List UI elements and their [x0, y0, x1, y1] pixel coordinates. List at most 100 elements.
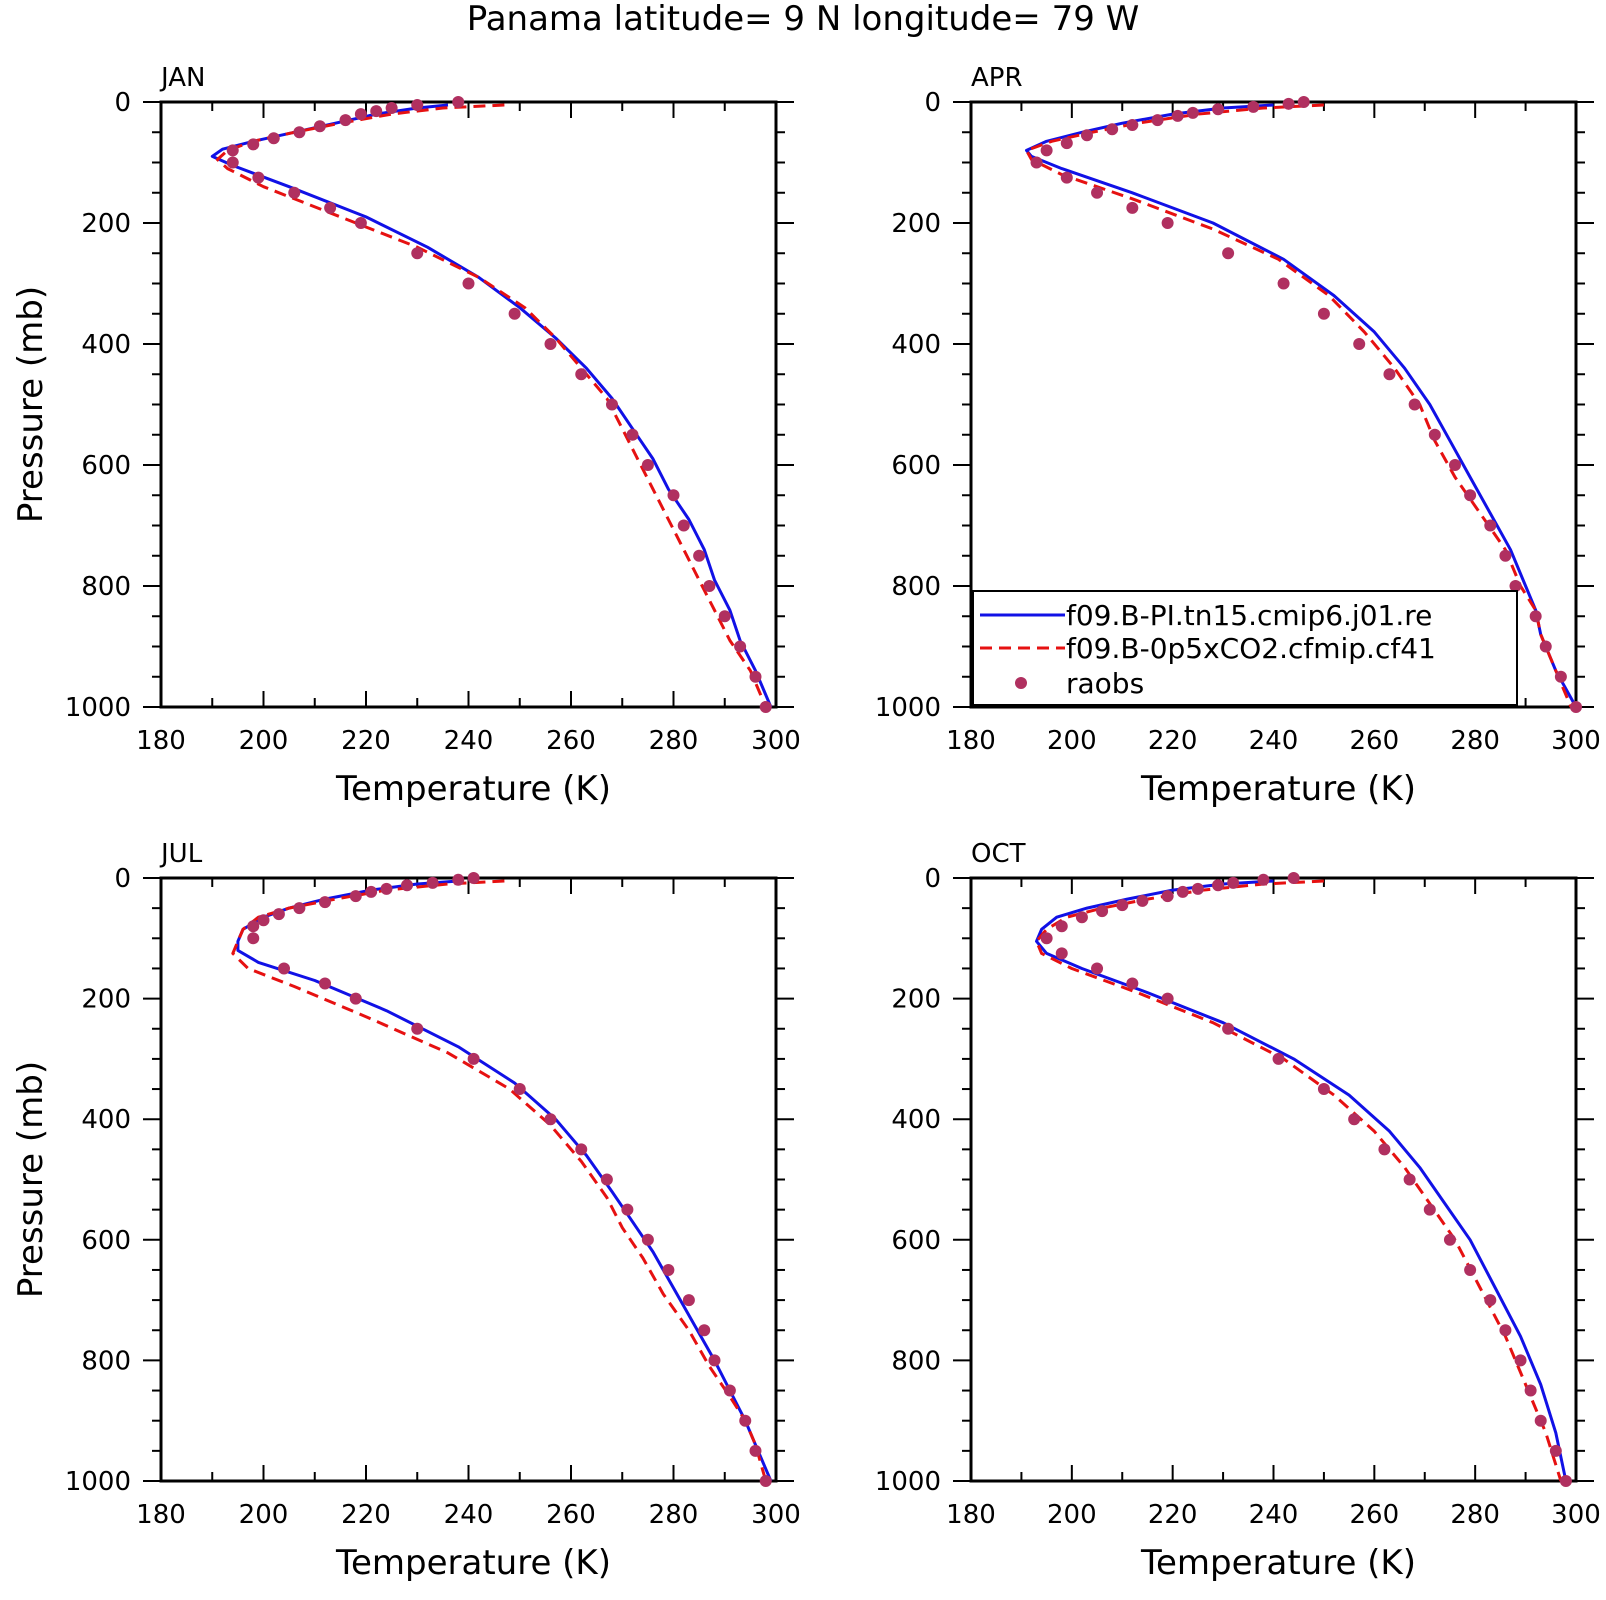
raobs-point [1428, 428, 1441, 441]
raobs-point [354, 217, 367, 229]
legend: f09.B-PI.tn15.cmip6.j01.ref09.B-0p5xCO2.… [972, 590, 1518, 706]
series-line-0p5xco2 [1035, 879, 1563, 1482]
raobs-point [247, 932, 260, 945]
raobs-point [749, 1444, 762, 1457]
raobs-point [411, 1022, 424, 1035]
panel-jul: 180 200 220 240 260 280 300 0 200 400 600 800 1000 JU… [11, 839, 801, 1583]
raobs-point [1161, 992, 1174, 1005]
panel-label: JUL [159, 839, 203, 869]
raobs-point [1499, 1324, 1512, 1337]
panels: 180 200 220 240 260 280 300 0 200 400 600 800 1000 JA… [11, 63, 1601, 1583]
raobs-point [1080, 129, 1093, 142]
series-line-pi [1035, 879, 1568, 1482]
raobs-point [467, 872, 480, 884]
plot-frame [159, 100, 778, 709]
x-tick-label: 300 [1551, 726, 1601, 756]
y-tick-label: 600 [891, 451, 941, 481]
raobs-point [1171, 109, 1184, 122]
panel-label: OCT [971, 839, 1026, 869]
y-tick-label: 1000 [875, 1467, 941, 1497]
raobs-point [1353, 338, 1366, 350]
x-tick-label: 200 [1047, 1500, 1097, 1530]
raobs-point [759, 701, 772, 713]
panel-apr: 180 200 220 240 260 280 300 0 200 400 600 800 1000 AP… [875, 63, 1601, 809]
y-tick-label: 200 [81, 209, 131, 239]
x-tick-label: 220 [341, 1500, 391, 1530]
raobs-point [1055, 920, 1068, 933]
y-tick-label: 1000 [65, 693, 131, 723]
raobs-point [1554, 670, 1567, 683]
x-tick-label: 300 [751, 1500, 801, 1530]
raobs-point [682, 1294, 695, 1307]
raobs-point [1040, 144, 1053, 157]
raobs-point [1116, 899, 1129, 912]
y-tick-label: 800 [81, 1346, 131, 1376]
raobs-point [693, 549, 706, 562]
raobs-point [1126, 201, 1139, 214]
raobs-point [1191, 882, 1204, 895]
x-tick-label: 180 [136, 726, 186, 756]
y-tick-label: 200 [891, 985, 941, 1015]
raobs-point [1212, 879, 1225, 892]
panel-label: APR [971, 63, 1023, 93]
panel-label: JAN [159, 63, 205, 93]
raobs-point [1096, 905, 1109, 918]
raobs-point [1151, 114, 1164, 127]
raobs-point [1317, 1083, 1330, 1096]
series-line-0p5xco2 [215, 103, 768, 708]
legend-entry-label: raobs [1066, 667, 1144, 700]
y-tick-label: 400 [81, 330, 131, 360]
raobs-point [288, 186, 301, 199]
raobs-point [698, 1324, 711, 1337]
raobs-point [1161, 890, 1174, 903]
raobs-point [1317, 307, 1330, 320]
y-tick-label: 800 [891, 1346, 941, 1376]
x-tick-label: 280 [649, 1500, 699, 1530]
legend-entry-label: f09.B-PI.tn15.cmip6.j01.re [1066, 599, 1432, 632]
raobs-point [1126, 118, 1139, 131]
raobs-point [641, 459, 654, 471]
raobs-point [575, 1143, 588, 1156]
raobs-point [677, 519, 690, 532]
raobs-point [1222, 247, 1235, 260]
raobs-point [319, 977, 331, 990]
y-tick-label: 1000 [65, 1467, 131, 1497]
y-tick-label: 400 [81, 1105, 131, 1135]
raobs-point [1499, 549, 1512, 562]
raobs-point [749, 670, 762, 683]
raobs-point [1075, 911, 1088, 924]
raobs-point [247, 920, 260, 933]
x-tick-label: 260 [546, 726, 596, 756]
raobs-point [267, 132, 280, 145]
raobs-point [1106, 123, 1119, 136]
y-tick-label: 0 [924, 864, 941, 894]
raobs-point [1227, 876, 1240, 889]
raobs-point [723, 1384, 736, 1397]
raobs-point [544, 1113, 557, 1126]
raobs-point [1060, 171, 1073, 184]
raobs-point [1443, 1233, 1456, 1246]
raobs-point [1222, 1022, 1235, 1035]
raobs-point [626, 428, 639, 441]
x-tick-label: 240 [444, 1500, 494, 1530]
figure-title: Panama latitude= 9 N longitude= 79 W [467, 0, 1140, 39]
plot-frame [159, 876, 778, 1483]
raobs-point [1549, 1444, 1562, 1457]
raobs-point [278, 962, 290, 975]
x-tick-label: 200 [1047, 726, 1097, 756]
x-tick-label: 260 [1350, 1500, 1400, 1530]
raobs-point [349, 992, 362, 1005]
plot-frame [969, 876, 1578, 1483]
raobs-point [1176, 885, 1189, 898]
raobs-point [462, 277, 475, 290]
raobs-point [252, 171, 265, 184]
y-axis-title: Pressure (mb) [11, 1061, 51, 1298]
x-tick-label: 240 [444, 726, 494, 756]
raobs-point [1247, 100, 1260, 113]
x-axis-title: Temperature (K) [1140, 769, 1416, 809]
raobs-point [324, 201, 337, 214]
y-tick-label: 0 [924, 88, 941, 118]
raobs-point [718, 610, 731, 623]
raobs-point [600, 1173, 613, 1186]
raobs-point [349, 890, 362, 903]
